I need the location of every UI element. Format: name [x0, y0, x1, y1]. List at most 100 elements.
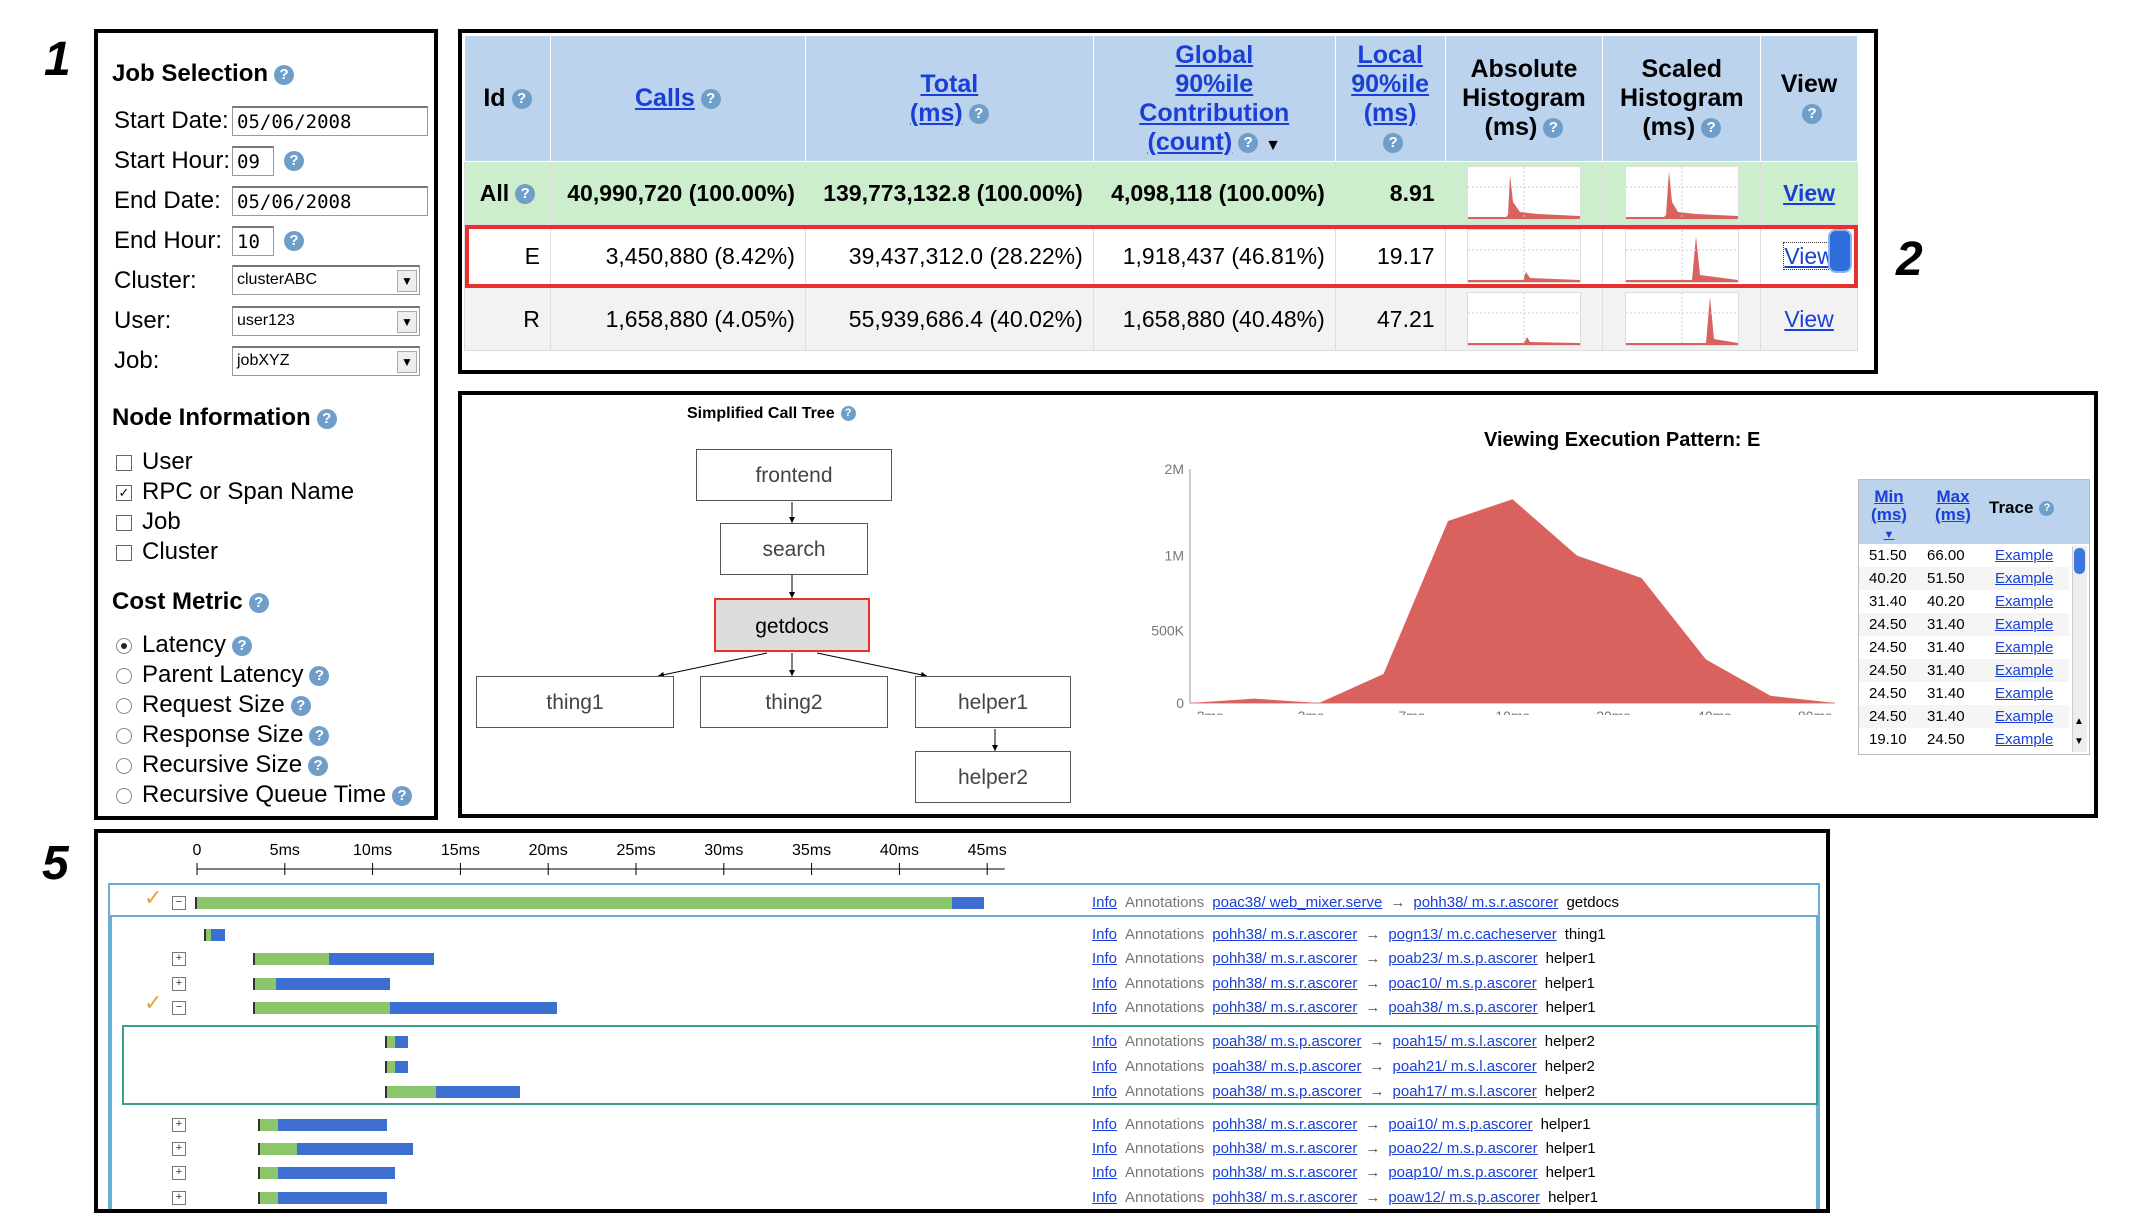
bar-green-segment[interactable] — [254, 1002, 391, 1014]
trace-col-min[interactable]: Min (ms) ▼ — [1871, 487, 1907, 542]
help-icon[interactable]: ? — [511, 89, 532, 110]
bar-green-segment[interactable] — [260, 1192, 278, 1204]
chevron-down-icon[interactable]: ▼ — [397, 311, 417, 333]
col-calls[interactable]: Calls? — [549, 35, 806, 162]
radio[interactable] — [116, 697, 132, 714]
annotations-label[interactable]: Annotations — [1125, 999, 1205, 1016]
help-icon[interactable]: ? — [290, 695, 311, 716]
help-icon[interactable]: ? — [284, 231, 304, 251]
timeline-row[interactable]: ✓ − Info Annotations pohh38/ m.s.r.ascorer → p… — [98, 990, 1826, 1020]
help-icon[interactable]: ? — [968, 103, 989, 124]
from-link[interactable]: pohh38/ m.s.r.ascorer — [1212, 1164, 1358, 1181]
to-link[interactable]: poac10/ m.s.p.ascorer — [1388, 975, 1537, 992]
timeline-row[interactable]: + Info Annotations pohh38/ m.s.r.ascorer → po… — [98, 972, 1826, 996]
trace-example-link[interactable]: Example — [1995, 731, 2054, 748]
scroll-up-icon[interactable]: ▲ — [2074, 716, 2084, 727]
radio[interactable] — [116, 757, 132, 774]
info-link[interactable]: Info — [1092, 926, 1118, 943]
trace-example-link[interactable]: Example — [1995, 593, 2054, 610]
end-date-input[interactable]: 05/06/2008 — [232, 186, 428, 216]
timeline-row[interactable]: Info Annotations poah38/ m.s.p.ascorer → poa… — [98, 1055, 1826, 1079]
bar-green-segment[interactable] — [386, 1036, 396, 1048]
expand-icon[interactable]: + — [172, 1142, 186, 1156]
help-icon[interactable]: ? — [274, 64, 295, 85]
metric-parent-latency[interactable]: Parent Latency? — [116, 661, 330, 689]
annotations-label[interactable]: Annotations — [1125, 1083, 1205, 1100]
help-icon[interactable]: ? — [284, 151, 304, 171]
trace-example-link[interactable]: Example — [1995, 570, 2054, 587]
to-link[interactable]: poai10/ m.s.p.ascorer — [1388, 1116, 1533, 1133]
to-link[interactable]: poah21/ m.s.l.ascorer — [1392, 1058, 1537, 1075]
bar-blue-segment[interactable] — [395, 1036, 408, 1048]
from-link[interactable]: poah38/ m.s.p.ascorer — [1212, 1083, 1362, 1100]
checkbox-checked[interactable]: ✓ — [116, 484, 132, 501]
radio[interactable] — [116, 727, 132, 744]
cluster-select[interactable]: clusterABC ▼ — [232, 265, 420, 295]
trace-row[interactable]: 24.50 31.40 Example — [1859, 636, 2069, 659]
trace-scrollbar[interactable]: ▲ ▼ — [2072, 546, 2087, 752]
annotations-label[interactable]: Annotations — [1125, 1140, 1205, 1157]
from-link[interactable]: poac38/ web_mixer.serve — [1212, 894, 1383, 911]
checkbox[interactable] — [116, 454, 132, 471]
from-link[interactable]: pohh38/ m.s.r.ascorer — [1212, 1116, 1358, 1133]
tree-node-thing1[interactable]: thing1 — [476, 676, 674, 728]
annotations-label[interactable]: Annotations — [1125, 950, 1205, 967]
tree-node-frontend[interactable]: frontend — [696, 449, 892, 501]
annotations-label[interactable]: Annotations — [1125, 1033, 1205, 1050]
expand-icon[interactable]: + — [172, 1166, 186, 1180]
node-option-job[interactable]: Job — [116, 508, 181, 536]
bar-blue-segment[interactable] — [328, 953, 435, 965]
help-icon[interactable]: ? — [2039, 501, 2055, 517]
metric-latency[interactable]: Latency? — [116, 631, 253, 659]
radio[interactable] — [116, 787, 132, 804]
tree-node-helper2[interactable]: helper2 — [915, 751, 1071, 803]
info-link[interactable]: Info — [1092, 1058, 1118, 1075]
help-icon[interactable]: ? — [309, 665, 330, 686]
bar-blue-segment[interactable] — [277, 1167, 396, 1179]
bar-green-segment[interactable] — [386, 1086, 436, 1098]
bar-green-segment[interactable] — [386, 1061, 396, 1073]
help-icon[interactable]: ? — [1238, 132, 1259, 153]
help-icon[interactable]: ? — [309, 725, 330, 746]
node-option-cluster[interactable]: Cluster — [116, 538, 218, 566]
from-link[interactable]: poah38/ m.s.p.ascorer — [1212, 1058, 1362, 1075]
help-icon[interactable]: ? — [392, 785, 413, 806]
annotations-label[interactable]: Annotations — [1125, 1189, 1205, 1206]
trace-row[interactable]: 24.50 31.40 Example — [1859, 682, 2069, 705]
help-icon[interactable]: ? — [1383, 132, 1404, 153]
tree-node-thing2[interactable]: thing2 — [700, 676, 888, 728]
from-link[interactable]: poah38/ m.s.p.ascorer — [1212, 1033, 1362, 1050]
expand-icon[interactable]: + — [172, 1118, 186, 1132]
bar-green-segment[interactable] — [260, 1119, 278, 1131]
expand-icon[interactable]: + — [172, 952, 186, 966]
from-link[interactable]: pohh38/ m.s.r.ascorer — [1212, 1189, 1358, 1206]
col-total[interactable]: Total (ms)? — [804, 35, 1094, 162]
expand-icon[interactable]: + — [172, 1191, 186, 1205]
job-select[interactable]: jobXYZ ▼ — [232, 346, 420, 376]
trace-row[interactable]: 40.20 51.50 Example — [1859, 567, 2069, 590]
trace-example-link[interactable]: Example — [1995, 547, 2054, 564]
from-link[interactable]: pohh38/ m.s.r.ascorer — [1212, 950, 1358, 967]
table-row[interactable]: All? 40,990,720 (100.00%) 139,773,132.8 … — [464, 161, 1858, 225]
from-link[interactable]: pohh38/ m.s.r.ascorer — [1212, 999, 1358, 1016]
to-link[interactable]: pogn13/ m.c.cacheserver — [1388, 926, 1557, 943]
info-link[interactable]: Info — [1092, 1033, 1118, 1050]
scrollbar-thumb[interactable] — [1828, 229, 1852, 273]
trace-row[interactable]: 24.50 31.40 Example — [1859, 659, 2069, 682]
info-link[interactable]: Info — [1092, 1164, 1118, 1181]
table-row[interactable]: R 1,658,880 (4.05%) 55,939,686.4 (40.02%… — [464, 287, 1858, 351]
scroll-down-icon[interactable]: ▼ — [2074, 736, 2084, 747]
from-link[interactable]: pohh38/ m.s.r.ascorer — [1212, 926, 1358, 943]
help-icon[interactable]: ? — [1701, 118, 1722, 139]
help-icon[interactable]: ? — [1543, 118, 1564, 139]
view-link[interactable]: View — [1760, 287, 1858, 351]
collapse-icon[interactable]: − — [172, 896, 186, 910]
bar-blue-segment[interactable] — [276, 978, 391, 990]
to-link[interactable]: poao22/ m.s.p.ascorer — [1388, 1140, 1538, 1157]
chevron-down-icon[interactable]: ▼ — [397, 270, 417, 292]
table-row[interactable]: E 3,450,880 (8.42%) 39,437,312.0 (28.22%… — [464, 224, 1858, 288]
metric-recursive-size[interactable]: Recursive Size? — [116, 751, 329, 779]
bar-blue-segment[interactable] — [211, 929, 226, 941]
to-link[interactable]: poab23/ m.s.p.ascorer — [1388, 950, 1538, 967]
timeline-row[interactable]: + Info Annotations pohh38/ m.s.r.ascorer → po… — [98, 947, 1826, 971]
